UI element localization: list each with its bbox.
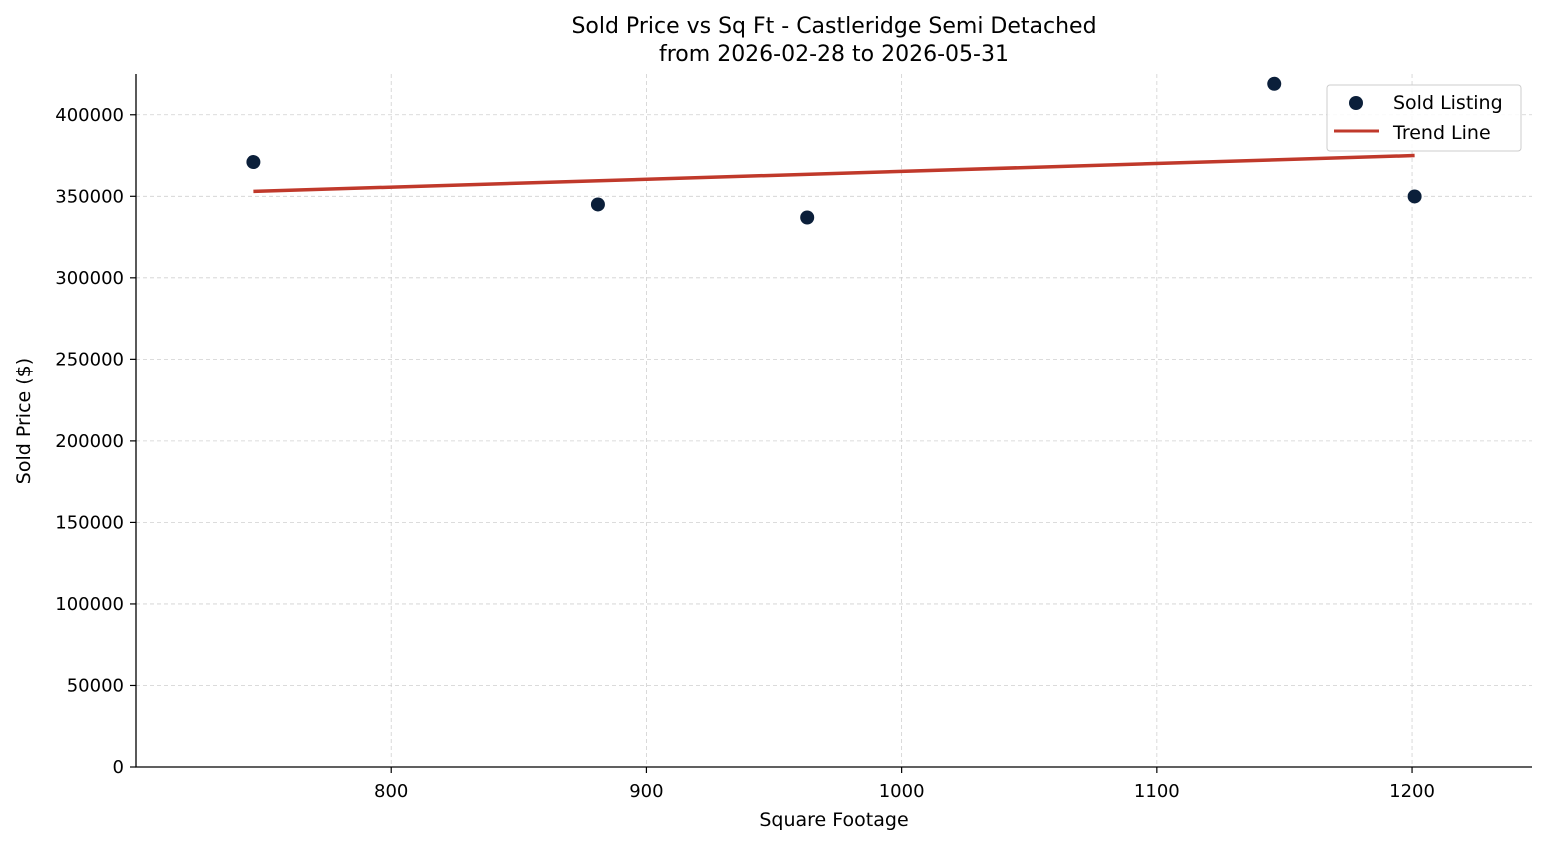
axis-spines <box>135 74 1532 768</box>
legend: Sold Listing Trend Line <box>1326 84 1522 152</box>
trend-line-layer <box>253 153 1415 194</box>
x-axis-ticks: 800 900 1000 1100 1200 <box>374 767 1435 802</box>
data-point <box>246 155 261 170</box>
data-point <box>1407 189 1422 204</box>
data-point <box>800 210 815 225</box>
x-tick-label: 1100 <box>1134 781 1180 802</box>
legend-label-sold-listing: Sold Listing <box>1393 92 1503 114</box>
y-tick-label: 250000 <box>55 349 124 370</box>
y-tick-label: 350000 <box>55 186 124 207</box>
y-tick-label: 0 <box>113 757 124 778</box>
legend-label-trend-line: Trend Line <box>1392 122 1491 144</box>
y-tick-label: 150000 <box>55 512 124 533</box>
x-tick-label: 1200 <box>1389 781 1435 802</box>
x-tick-label: 900 <box>629 781 663 802</box>
data-points <box>246 76 1422 225</box>
y-tick-label: 50000 <box>67 675 124 696</box>
y-tick-label: 100000 <box>55 594 124 615</box>
data-point <box>1267 76 1282 91</box>
data-point <box>590 197 605 212</box>
chart-title: Sold Price vs Sq Ft - Castleridge Semi D… <box>571 14 1096 39</box>
legend-box <box>1326 84 1522 152</box>
x-axis-label: Square Footage <box>759 809 908 831</box>
y-tick-label: 300000 <box>55 268 124 289</box>
legend-scatter-marker <box>1349 96 1363 110</box>
y-tick-label: 200000 <box>55 431 124 452</box>
y-axis-ticks: 0 50000 100000 150000 200000 250000 300000 3500… <box>55 105 136 778</box>
trend-line <box>253 153 1415 194</box>
x-tick-label: 800 <box>374 781 408 802</box>
y-axis-label: Sold Price ($) <box>13 358 35 484</box>
x-tick-label: 1000 <box>879 781 925 802</box>
grid-lines <box>136 74 1532 767</box>
y-tick-label: 400000 <box>55 105 124 126</box>
chart-subtitle: from 2026-02-28 to 2026-05-31 <box>659 42 1009 67</box>
